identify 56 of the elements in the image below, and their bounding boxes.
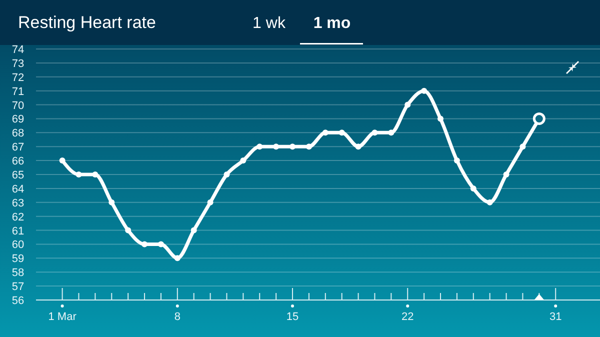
point — [125, 227, 132, 234]
x-tick-label: 1 Mar — [48, 311, 77, 323]
point — [421, 88, 428, 94]
point — [190, 227, 197, 234]
y-tick-label: 68 — [12, 128, 24, 140]
y-tick-label: 56 — [12, 295, 24, 307]
y-tick-label: 61 — [12, 225, 24, 238]
y-tick-label: 71 — [12, 86, 24, 98]
point — [355, 144, 362, 150]
point — [438, 116, 444, 122]
y-tick-label: 73 — [12, 58, 24, 70]
y-tick-label: 66 — [12, 156, 24, 168]
text: 1 mo — [313, 15, 351, 32]
point — [322, 130, 328, 136]
x-tick-label: 8 — [174, 311, 180, 323]
y-tick-label: 67 — [12, 142, 24, 154]
x-tick-label: 31 — [549, 311, 562, 323]
point — [520, 144, 526, 150]
x-tick-label: 22 — [401, 311, 414, 323]
point — [404, 102, 411, 108]
x-tick-label: 15 — [286, 311, 299, 323]
y-tick-label: 58 — [12, 267, 24, 280]
point — [240, 158, 246, 164]
point — [59, 158, 66, 164]
y-tick-label: 63 — [12, 197, 24, 210]
y-tick-label: 59 — [12, 253, 24, 266]
text: 1 wk — [252, 15, 286, 32]
y-tick-label: 72 — [12, 72, 24, 84]
y-tick-label: 65 — [12, 170, 24, 182]
point — [372, 130, 378, 136]
point — [92, 172, 98, 178]
point — [174, 255, 180, 262]
point — [224, 172, 230, 178]
y-tick-label: 70 — [12, 100, 24, 112]
point — [207, 199, 214, 206]
point — [388, 130, 394, 136]
point — [158, 241, 164, 248]
point — [503, 172, 510, 178]
point — [454, 158, 460, 164]
chart-title: Resting Heart rate — [18, 13, 156, 32]
point — [338, 130, 345, 136]
y-tick-label: 74 — [12, 44, 24, 56]
point — [290, 144, 296, 150]
point — [142, 241, 148, 248]
point — [76, 172, 82, 178]
y-tick-label: 64 — [12, 183, 24, 196]
point — [306, 144, 312, 150]
y-tick-label: 69 — [12, 114, 24, 126]
y-tick-label: 60 — [12, 239, 24, 252]
y-tick-label: 62 — [12, 211, 24, 224]
point — [486, 199, 493, 206]
point — [256, 144, 263, 150]
point — [470, 185, 476, 192]
point — [273, 144, 280, 150]
y-tick-label: 57 — [12, 281, 24, 294]
point — [108, 199, 115, 206]
